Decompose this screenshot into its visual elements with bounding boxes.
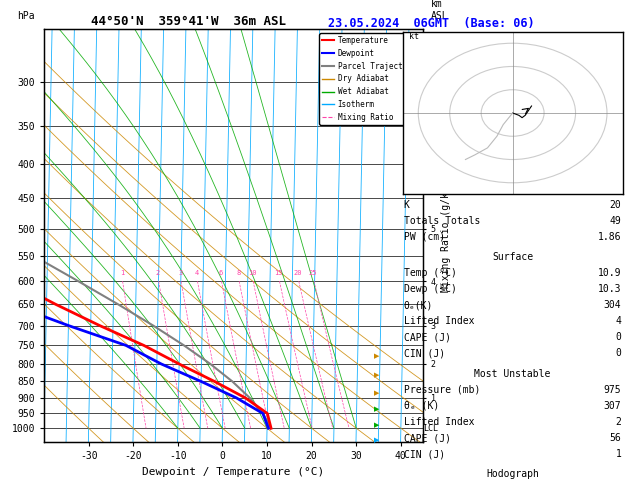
Text: CAPE (J): CAPE (J) (404, 332, 451, 343)
Text: ▶: ▶ (374, 406, 380, 413)
Text: 304: 304 (604, 300, 621, 311)
Text: Surface: Surface (492, 252, 533, 262)
Text: ▶: ▶ (374, 390, 380, 396)
Text: 3: 3 (178, 270, 182, 277)
Text: 8: 8 (236, 270, 240, 277)
Text: 4: 4 (616, 316, 621, 327)
Text: PW (cm): PW (cm) (404, 232, 445, 242)
Text: 49: 49 (610, 216, 621, 226)
Text: CIN (J): CIN (J) (404, 449, 445, 459)
Text: Lifted Index: Lifted Index (404, 316, 474, 327)
Text: 307: 307 (604, 401, 621, 411)
Text: 2: 2 (616, 417, 621, 427)
Title: 44°50'N  359°41'W  36m ASL: 44°50'N 359°41'W 36m ASL (91, 15, 286, 28)
Text: Totals Totals: Totals Totals (404, 216, 480, 226)
Text: θₑ (K): θₑ (K) (404, 401, 439, 411)
Text: ▶: ▶ (374, 422, 380, 428)
Text: 10: 10 (248, 270, 257, 277)
Text: 2: 2 (156, 270, 160, 277)
Text: Pressure (mb): Pressure (mb) (404, 385, 480, 395)
Text: 20: 20 (610, 200, 621, 210)
Text: ▶: ▶ (374, 372, 380, 378)
Text: Most Unstable: Most Unstable (474, 369, 551, 379)
Text: 0: 0 (616, 332, 621, 343)
Text: Dewp (°C): Dewp (°C) (404, 284, 457, 295)
Text: Temp (°C): Temp (°C) (404, 268, 457, 278)
Text: ▶: ▶ (374, 353, 380, 360)
Text: LCL: LCL (423, 424, 438, 433)
Text: 1.86: 1.86 (598, 232, 621, 242)
Text: kt: kt (409, 32, 419, 40)
Text: 56: 56 (610, 433, 621, 443)
Text: 23.05.2024  06GMT  (Base: 06): 23.05.2024 06GMT (Base: 06) (328, 17, 534, 30)
Y-axis label: Mixing Ratio (g/kg): Mixing Ratio (g/kg) (442, 180, 452, 292)
Text: km
ASL: km ASL (431, 0, 448, 21)
Text: 0: 0 (616, 348, 621, 359)
Text: 975: 975 (604, 385, 621, 395)
Text: CIN (J): CIN (J) (404, 348, 445, 359)
X-axis label: Dewpoint / Temperature (°C): Dewpoint / Temperature (°C) (143, 467, 325, 477)
Text: 15: 15 (274, 270, 282, 277)
Text: K: K (404, 200, 409, 210)
Text: 6: 6 (218, 270, 223, 277)
Text: 1: 1 (616, 449, 621, 459)
Text: θₑ(K): θₑ(K) (404, 300, 433, 311)
Text: 4: 4 (194, 270, 199, 277)
Text: Hodograph: Hodograph (486, 469, 539, 480)
Legend: Temperature, Dewpoint, Parcel Trajectory, Dry Adiabat, Wet Adiabat, Isotherm, Mi: Temperature, Dewpoint, Parcel Trajectory… (320, 33, 420, 125)
Text: Lifted Index: Lifted Index (404, 417, 474, 427)
Text: hPa: hPa (18, 11, 35, 21)
Text: ▶: ▶ (374, 437, 380, 443)
Text: 25: 25 (309, 270, 317, 277)
Text: 1: 1 (120, 270, 124, 277)
Text: 20: 20 (293, 270, 302, 277)
Text: CAPE (J): CAPE (J) (404, 433, 451, 443)
Text: 10.9: 10.9 (598, 268, 621, 278)
Text: 10.3: 10.3 (598, 284, 621, 295)
